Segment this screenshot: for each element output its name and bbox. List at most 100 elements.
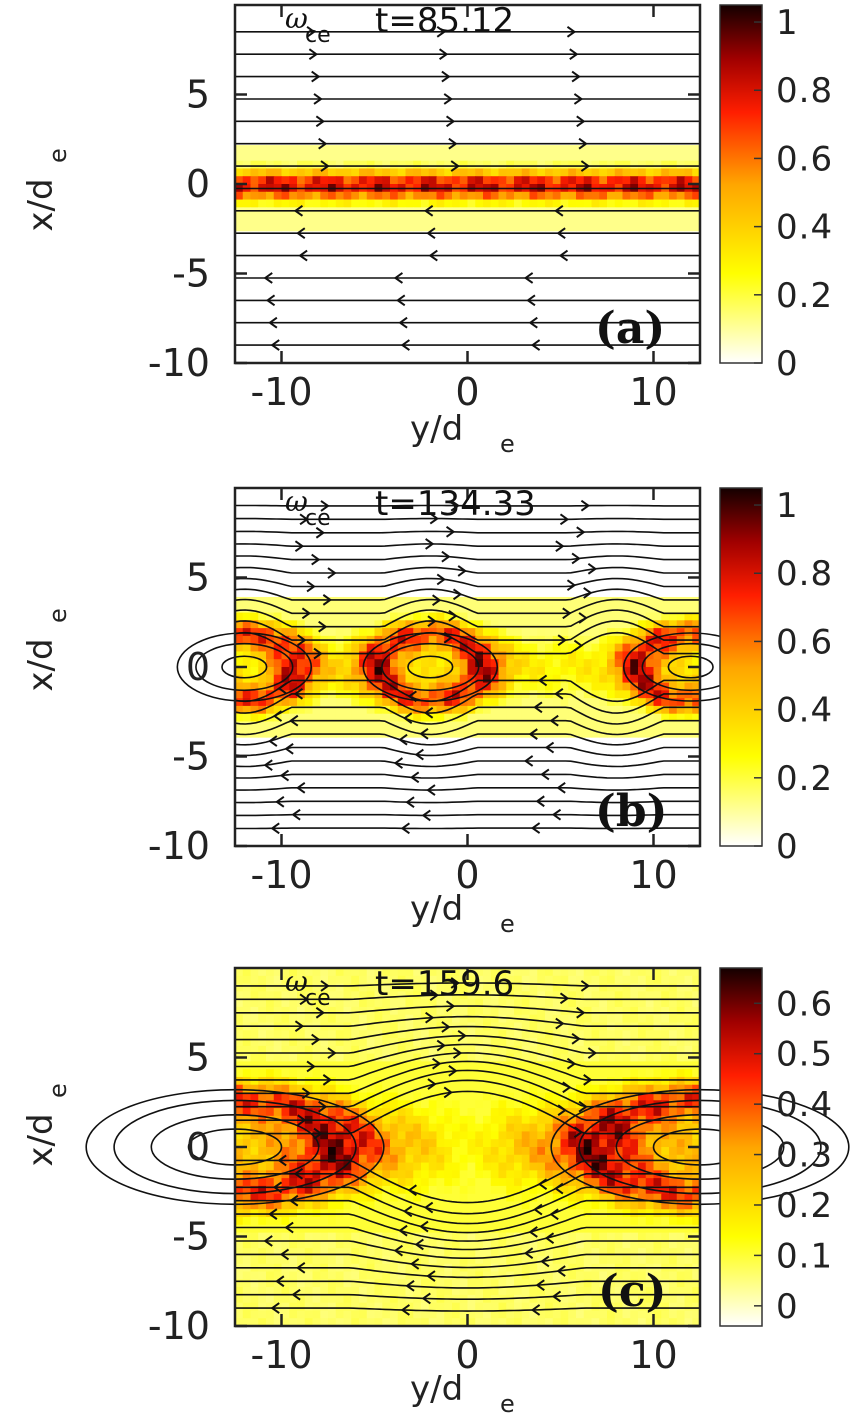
streamline-arrow bbox=[308, 48, 319, 61]
heatmap-cell bbox=[475, 176, 484, 185]
heatmap-cell bbox=[638, 1069, 647, 1078]
heatmap-cell bbox=[645, 1053, 655, 1062]
heatmap-cell bbox=[390, 199, 399, 208]
streamline-arrow bbox=[315, 1006, 326, 1019]
heatmap-cell bbox=[359, 1061, 368, 1070]
heatmap-cell bbox=[312, 1154, 321, 1164]
heatmap-cell bbox=[645, 1131, 655, 1140]
heatmap-cell bbox=[304, 659, 314, 668]
heatmap-cell bbox=[475, 1232, 484, 1241]
heatmap-cell bbox=[521, 1255, 531, 1265]
y-tick-label: -5 bbox=[172, 252, 210, 296]
heatmap-cell bbox=[653, 991, 662, 1000]
heatmap-cell bbox=[576, 1279, 585, 1288]
heatmap-cell bbox=[289, 628, 298, 637]
heatmap-cell bbox=[374, 1084, 383, 1094]
heatmap-cell bbox=[320, 604, 329, 614]
heatmap-cell bbox=[304, 1162, 314, 1171]
heatmap-cell bbox=[374, 215, 383, 224]
heatmap-cell bbox=[552, 145, 562, 154]
heatmap-cell bbox=[281, 1318, 290, 1327]
heatmap-cell bbox=[576, 620, 585, 629]
heatmap-cell bbox=[289, 215, 298, 224]
heatmap-cell bbox=[607, 1092, 616, 1101]
heatmap-cell bbox=[483, 674, 492, 684]
heatmap-cell bbox=[537, 1248, 546, 1257]
streamline-arrow bbox=[299, 993, 309, 1006]
heatmap-cell bbox=[428, 1209, 438, 1218]
heatmap-cell bbox=[475, 983, 484, 992]
heatmap-cell bbox=[669, 1084, 678, 1094]
heatmap-cell bbox=[630, 1139, 639, 1148]
heatmap-cell bbox=[661, 1271, 670, 1280]
heatmap-cell bbox=[475, 1092, 484, 1101]
heatmap-cell bbox=[599, 168, 608, 177]
heatmap-cell bbox=[560, 1053, 569, 1062]
heatmap-cell bbox=[537, 643, 546, 653]
heatmap-cell bbox=[521, 1201, 531, 1210]
heatmap-cell bbox=[599, 604, 608, 614]
heatmap-cell bbox=[537, 1232, 546, 1241]
heatmap-cell bbox=[266, 1201, 275, 1210]
heatmap-cell bbox=[444, 651, 453, 660]
heatmap-cell bbox=[521, 999, 531, 1008]
heatmap-cell bbox=[568, 628, 577, 637]
heatmap-cell bbox=[359, 1217, 368, 1226]
heatmap-cell bbox=[591, 1038, 600, 1047]
heatmap-cell bbox=[591, 705, 600, 715]
heatmap-cell bbox=[421, 643, 430, 653]
heatmap-cell bbox=[545, 1302, 554, 1312]
heatmap-cell bbox=[390, 1069, 399, 1078]
heatmap-cell bbox=[374, 1224, 383, 1234]
heatmap-cell bbox=[397, 145, 407, 154]
heatmap-cell bbox=[692, 698, 701, 707]
heatmap-cell bbox=[545, 682, 554, 691]
heatmap-cell bbox=[568, 1170, 577, 1179]
colorbar-ticks-b: 10.80.60.40.20 bbox=[754, 486, 832, 867]
heatmap-cell bbox=[560, 1201, 569, 1210]
heatmap-cell bbox=[661, 1084, 670, 1094]
heatmap-cell bbox=[320, 713, 329, 723]
heatmap-cell bbox=[614, 1139, 624, 1148]
heatmap-cell bbox=[366, 1131, 376, 1140]
heatmap-cell bbox=[545, 1310, 554, 1319]
heatmap-cell bbox=[560, 1287, 569, 1296]
streamline-arrow bbox=[578, 612, 588, 624]
heatmap-cell bbox=[320, 698, 329, 707]
heatmap-cell bbox=[653, 1232, 662, 1241]
heatmap-cell bbox=[514, 199, 523, 208]
heatmap-cell bbox=[304, 651, 314, 660]
heatmap-cell bbox=[521, 651, 531, 660]
streamline-arrow bbox=[400, 339, 410, 351]
heatmap-cell bbox=[560, 1178, 569, 1187]
heatmap-cell bbox=[576, 1115, 585, 1125]
heatmap-cell bbox=[607, 721, 616, 730]
heatmap-cell bbox=[421, 698, 430, 707]
heatmap-cell bbox=[459, 643, 469, 653]
panel-c: 50-5-10-10 0 10 ω ce t=159.6 (c) 0.60.50.4… bbox=[21, 964, 850, 1414]
heatmap-cell bbox=[645, 1240, 655, 1249]
heatmap-cell bbox=[661, 1038, 670, 1047]
heatmap-cell bbox=[405, 1287, 414, 1296]
heatmap-cell bbox=[638, 1154, 647, 1164]
heatmap-cell bbox=[413, 215, 422, 224]
heatmap-cell bbox=[374, 643, 383, 653]
heatmap-cell bbox=[452, 698, 461, 707]
heatmap-cell bbox=[638, 152, 647, 162]
heatmap-cell bbox=[258, 1147, 267, 1156]
heatmap-cell bbox=[235, 1201, 244, 1210]
heatmap-cell bbox=[622, 1193, 631, 1203]
heatmap-cell bbox=[304, 983, 314, 992]
heatmap-cell bbox=[242, 145, 252, 154]
heatmap-cell bbox=[568, 1139, 577, 1148]
heatmap-cell bbox=[645, 215, 655, 224]
heatmap-cell bbox=[359, 991, 368, 1000]
streamline-arrow bbox=[535, 795, 545, 808]
heatmap-cell bbox=[583, 628, 593, 637]
heatmap-cell bbox=[514, 1318, 523, 1327]
streamline-arrow bbox=[426, 1270, 436, 1282]
heatmap-cell bbox=[235, 968, 244, 977]
heatmap-cell bbox=[545, 1006, 554, 1016]
heatmap-cell bbox=[397, 991, 407, 1000]
heatmap-cell bbox=[591, 1154, 600, 1164]
